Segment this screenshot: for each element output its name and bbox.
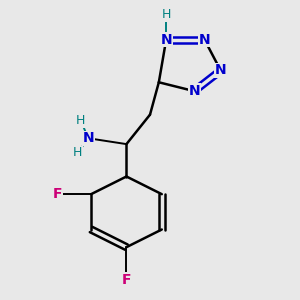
Text: N: N [199, 33, 210, 46]
Text: H: H [76, 114, 86, 127]
Text: F: F [52, 187, 62, 201]
Text: H: H [73, 146, 83, 159]
Text: N: N [188, 84, 200, 98]
Text: N: N [215, 64, 226, 77]
Text: N: N [160, 33, 172, 46]
Text: F: F [122, 273, 131, 286]
Text: N: N [82, 131, 94, 145]
Text: H: H [161, 8, 171, 21]
